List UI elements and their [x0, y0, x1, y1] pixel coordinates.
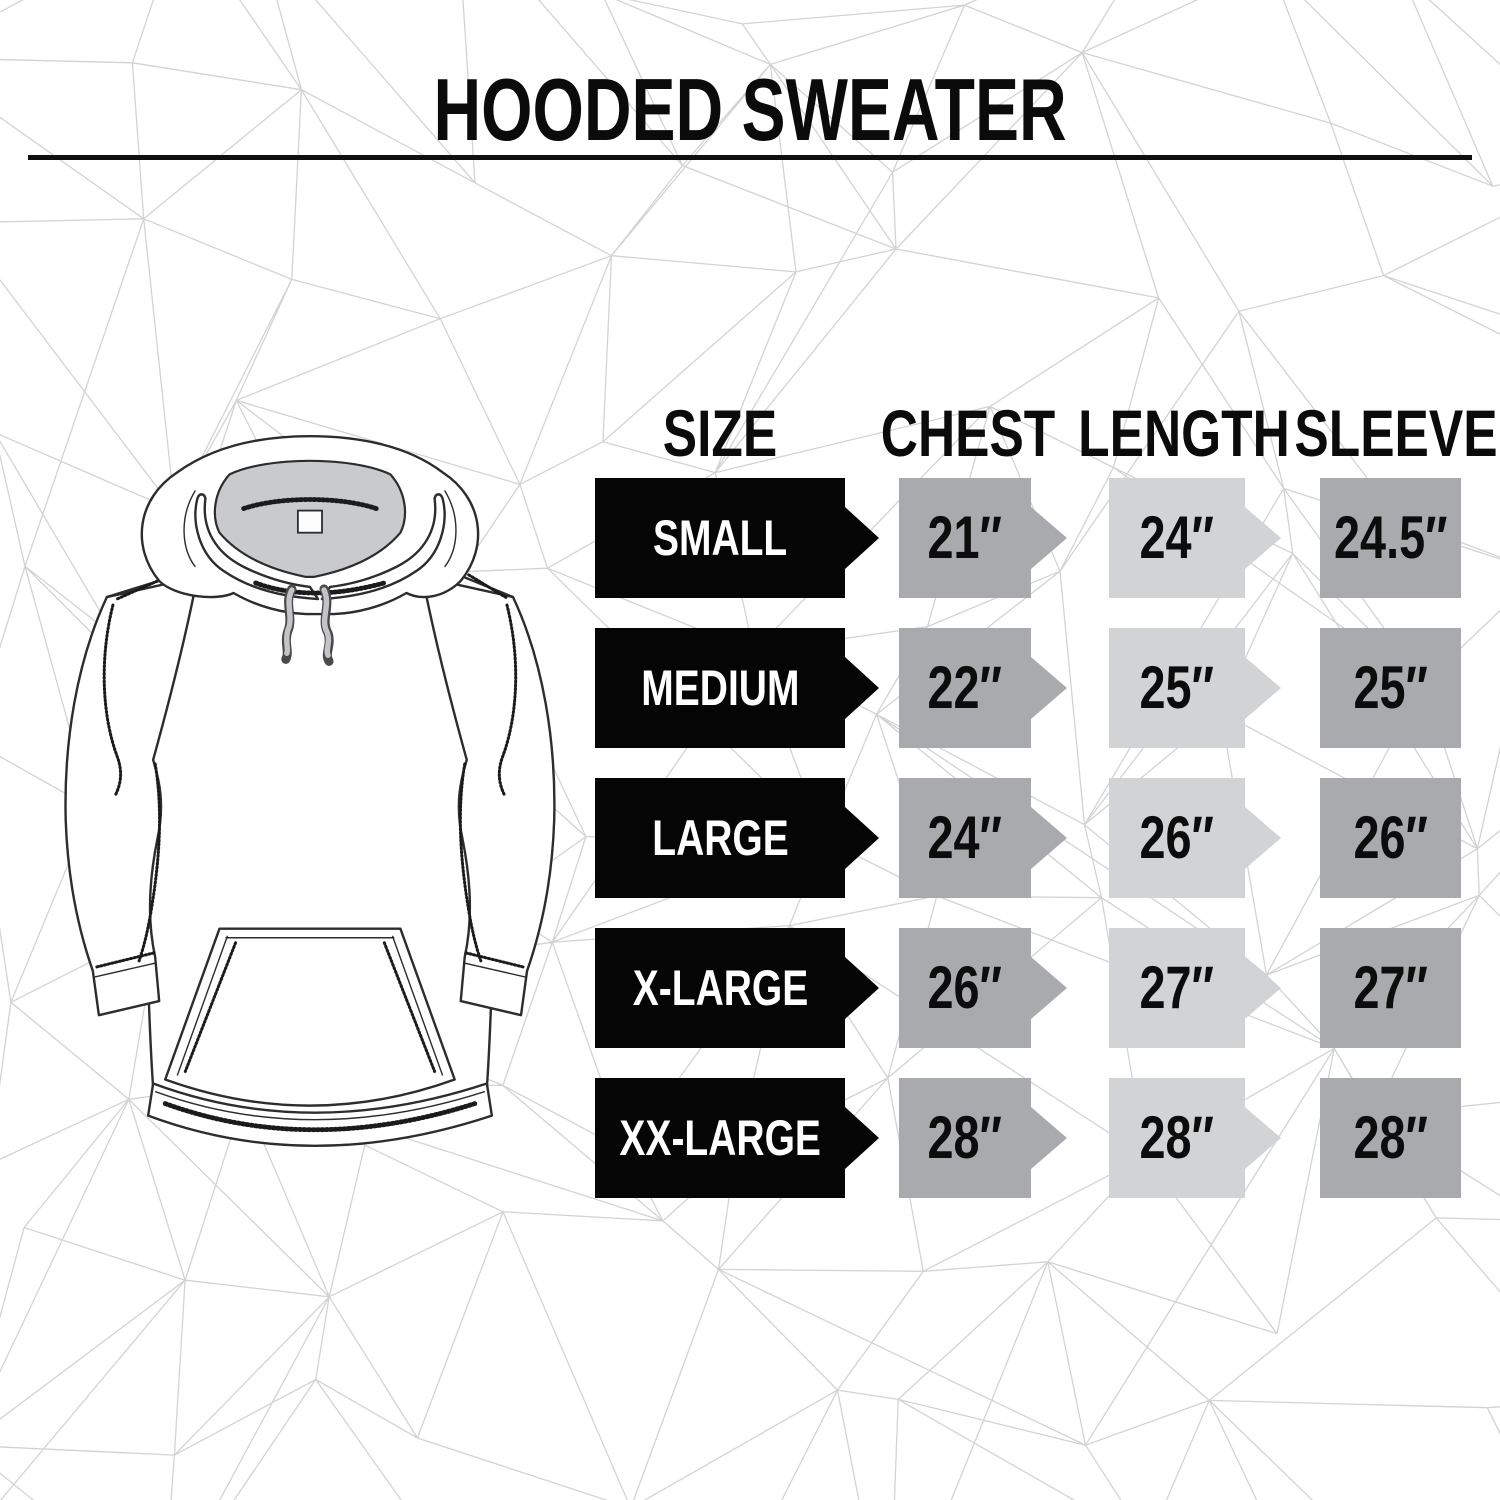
- length-value-small: 24″: [1109, 478, 1245, 598]
- length-value-xxlarge: 28″: [1109, 1078, 1245, 1198]
- length-value-large: 26″: [1109, 778, 1245, 898]
- hood-seam-stitching: [241, 497, 379, 511]
- size-label-medium: MEDIUM: [595, 628, 845, 748]
- chest-value-xlarge: 26″: [899, 928, 1031, 1048]
- size-label-xlarge: X-LARGE: [595, 928, 845, 1048]
- chest-value-large: 24″: [899, 778, 1031, 898]
- column-header-chest: CHEST: [880, 396, 1056, 470]
- sleeve-value-xlarge: 27″: [1320, 928, 1461, 1048]
- chest-value-medium: 22″: [899, 628, 1031, 748]
- size-label-xxlarge: XX-LARGE: [595, 1078, 845, 1198]
- page-title-text: HOODED SWEATER: [433, 60, 1067, 159]
- collar-right-flap: [320, 493, 446, 601]
- neck-tag: [296, 509, 323, 534]
- title-underline: [28, 155, 1472, 160]
- page-title: HOODED SWEATER: [0, 66, 1500, 154]
- chest-value-xxlarge: 28″: [899, 1078, 1031, 1198]
- column-header-sleeve: SLEEVE: [1294, 396, 1498, 470]
- pocket-stitching: [183, 941, 437, 1073]
- column-header-length: LENGTH: [1078, 396, 1290, 470]
- sleeve-value-medium: 25″: [1320, 628, 1461, 748]
- sleeve-value-large: 26″: [1320, 778, 1461, 898]
- length-value-medium: 25″: [1109, 628, 1245, 748]
- length-value-xlarge: 27″: [1109, 928, 1245, 1048]
- hoodie-illustration: [64, 434, 556, 1147]
- hoodie-hem-band: [146, 1082, 494, 1147]
- size-label-small: SMALL: [595, 478, 845, 598]
- collar-left-flap: [194, 493, 320, 601]
- column-header-size: SIZE: [662, 396, 778, 470]
- hoodie-pocket: [164, 927, 456, 1107]
- sleeve-value-xxlarge: 28″: [1320, 1078, 1461, 1198]
- collar-stitching: [253, 580, 387, 596]
- hoodie-left-sleeve: [64, 575, 199, 1017]
- hem-stitching: [162, 1101, 478, 1133]
- sleeve-value-small: 24.5″: [1320, 478, 1461, 598]
- size-label-large: LARGE: [595, 778, 845, 898]
- chest-value-small: 21″: [899, 478, 1031, 598]
